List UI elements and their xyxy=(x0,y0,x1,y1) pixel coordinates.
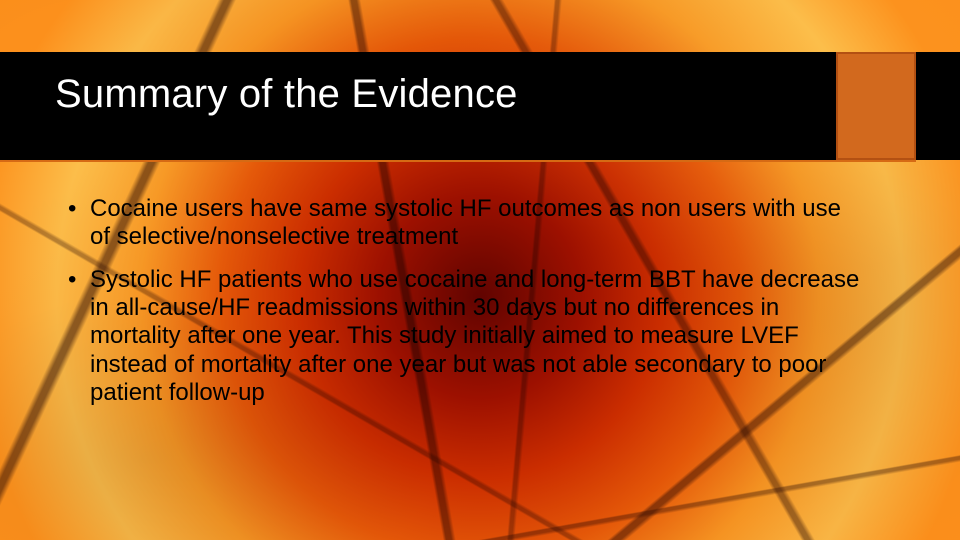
body-text: Cocaine users have same systolic HF outc… xyxy=(68,195,860,421)
slide: Summary of the Evidence Cocaine users ha… xyxy=(0,0,960,540)
accent-underline xyxy=(0,160,916,162)
title-band: Summary of the Evidence xyxy=(0,52,960,160)
bullet-item: Systolic HF patients who use cocaine and… xyxy=(68,266,860,408)
slide-title: Summary of the Evidence xyxy=(55,72,518,117)
accent-block xyxy=(836,52,916,160)
bullet-list: Cocaine users have same systolic HF outc… xyxy=(68,195,860,407)
bullet-item: Cocaine users have same systolic HF outc… xyxy=(68,195,860,252)
